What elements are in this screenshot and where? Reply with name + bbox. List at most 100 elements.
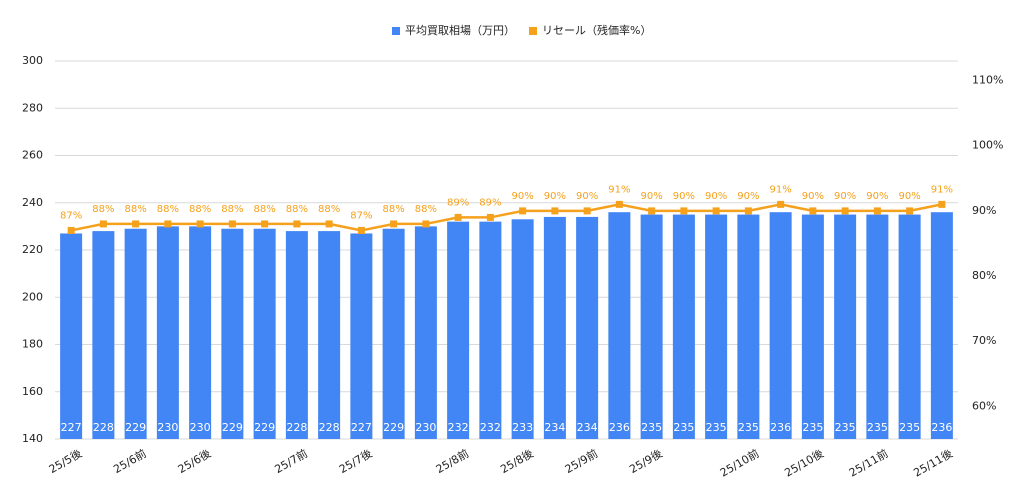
bar-value-label: 234 — [577, 421, 598, 434]
line-value-label: 88% — [318, 204, 340, 215]
x-tick-label: 25/10後 — [782, 446, 826, 479]
line-value-label: 87% — [60, 210, 82, 221]
bar-value-label: 230 — [415, 421, 436, 434]
legend-swatch — [392, 27, 400, 35]
bar-value-label: 227 — [351, 421, 372, 434]
bar — [221, 228, 244, 439]
bar — [285, 231, 308, 439]
line-value-label: 88% — [221, 204, 243, 215]
line-marker — [454, 213, 462, 221]
bar-value-label: 232 — [480, 421, 501, 434]
bar-value-label: 232 — [448, 421, 469, 434]
bar-value-label: 235 — [802, 421, 823, 434]
bar — [576, 216, 599, 439]
bar-value-label: 228 — [319, 421, 340, 434]
line-marker — [583, 207, 591, 215]
legend-label: 平均買取相場（万円） — [405, 24, 515, 37]
bar-value-label: 233 — [512, 421, 533, 434]
bar — [189, 226, 212, 439]
bar-value-label: 235 — [867, 421, 888, 434]
bar-value-label: 235 — [673, 421, 694, 434]
bar — [92, 231, 115, 439]
line-value-label: 88% — [189, 204, 211, 215]
bar — [705, 214, 728, 439]
line-marker — [551, 207, 559, 215]
x-tick-label: 25/8前 — [433, 446, 471, 476]
line-value-label: 87% — [350, 210, 372, 221]
y2-tick-label: 70% — [972, 334, 996, 347]
line-marker — [164, 220, 172, 228]
bar-value-label: 230 — [190, 421, 211, 434]
y-tick-label: 240 — [22, 196, 43, 209]
line-value-label: 90% — [641, 191, 663, 202]
line-value-label: 89% — [479, 197, 501, 208]
bar-value-label: 236 — [609, 421, 630, 434]
line-value-label: 90% — [899, 191, 921, 202]
bar — [898, 214, 921, 439]
line-marker — [390, 220, 398, 228]
line-marker — [325, 220, 333, 228]
bar — [834, 214, 857, 439]
y-tick-label: 200 — [22, 290, 43, 303]
line-marker — [67, 226, 75, 234]
line-marker — [99, 220, 107, 228]
line-value-label: 88% — [92, 204, 114, 215]
x-tick-label: 25/7前 — [272, 446, 310, 476]
bar-value-label: 227 — [61, 421, 82, 434]
legend-label: リセール（残価率%） — [542, 23, 651, 37]
line-marker — [841, 207, 849, 215]
line-marker — [357, 226, 365, 234]
y-tick-label: 280 — [22, 101, 43, 114]
y2-tick-label: 90% — [972, 204, 996, 217]
line-marker — [422, 220, 430, 228]
y-tick-label: 260 — [22, 149, 43, 162]
bar — [930, 212, 953, 439]
x-tick-label: 25/6前 — [111, 446, 149, 476]
line-marker — [906, 207, 914, 215]
x-tick-label: 25/10前 — [717, 446, 761, 479]
bar — [511, 219, 534, 439]
bar — [447, 221, 470, 439]
line-value-label: 88% — [254, 204, 276, 215]
line-value-label: 90% — [673, 191, 695, 202]
line-value-label: 91% — [770, 184, 792, 195]
line-value-label: 91% — [608, 184, 630, 195]
bar — [769, 212, 792, 439]
line-marker — [519, 207, 527, 215]
line-value-label: 90% — [512, 191, 534, 202]
line-marker — [873, 207, 881, 215]
bar-value-label: 229 — [383, 421, 404, 434]
line-marker — [486, 213, 494, 221]
bar-value-label: 230 — [157, 421, 178, 434]
x-tick-label: 25/11前 — [846, 446, 890, 479]
line-value-label: 90% — [705, 191, 727, 202]
line-marker — [196, 220, 204, 228]
bar — [640, 214, 663, 439]
line-value-label: 91% — [931, 184, 953, 195]
bar — [608, 212, 631, 439]
x-tick-label: 25/8後 — [498, 446, 536, 476]
y-tick-label: 160 — [22, 385, 43, 398]
bar-value-label: 235 — [738, 421, 759, 434]
line-value-label: 88% — [286, 204, 308, 215]
bar-value-label: 228 — [286, 421, 307, 434]
bar — [382, 228, 405, 439]
bar — [60, 233, 83, 439]
bar — [866, 214, 889, 439]
x-tick-label: 25/11後 — [911, 446, 955, 479]
y2-tick-label: 110% — [972, 74, 1003, 87]
line-marker — [777, 200, 785, 208]
bar — [414, 226, 437, 439]
line — [70, 203, 943, 232]
bar-value-label: 229 — [222, 421, 243, 434]
bar — [253, 228, 276, 439]
line-marker — [648, 207, 656, 215]
line-marker — [809, 207, 817, 215]
bar-value-label: 228 — [93, 421, 114, 434]
line-marker — [261, 220, 269, 228]
x-tick-label: 25/6後 — [175, 446, 213, 476]
line-value-label: 90% — [866, 191, 888, 202]
bar-value-label: 236 — [931, 421, 952, 434]
line-marker — [744, 207, 752, 215]
